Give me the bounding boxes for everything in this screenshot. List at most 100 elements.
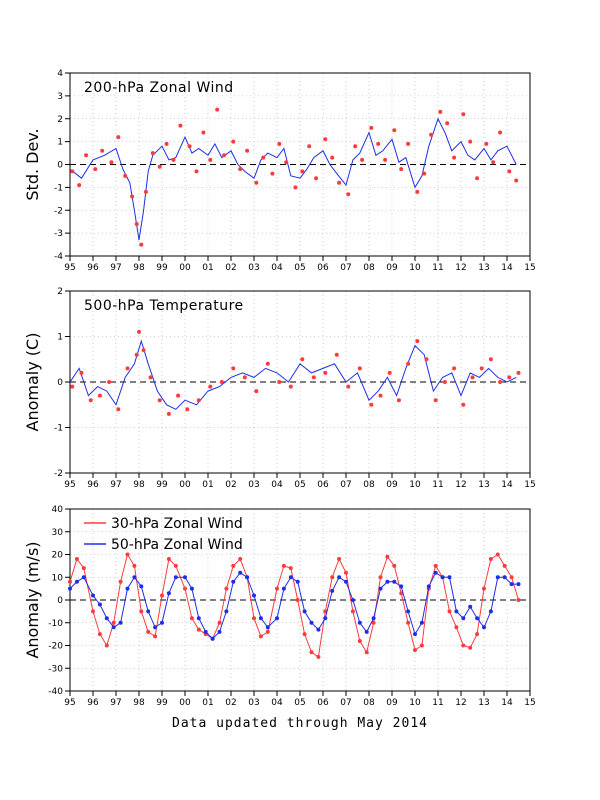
data-point — [148, 375, 153, 380]
x-tick-label: 96 — [87, 480, 99, 490]
data-point — [258, 616, 263, 621]
data-point — [189, 616, 194, 621]
data-point — [123, 173, 128, 178]
series-points-1 — [70, 107, 519, 247]
data-point — [160, 620, 164, 625]
data-point — [111, 625, 116, 630]
y-tick-label: -30 — [48, 664, 63, 674]
data-point — [222, 153, 227, 158]
data-point — [176, 393, 181, 398]
data-point — [157, 164, 162, 169]
x-tick-label: 15 — [524, 698, 535, 708]
x-tick-label: 98 — [133, 698, 145, 708]
data-point — [438, 109, 443, 114]
x-tick-label: 00 — [179, 263, 191, 273]
data-point — [208, 384, 213, 389]
x-tick-label: 12 — [455, 698, 466, 708]
x-tick-label: 08 — [363, 263, 375, 273]
x-tick-label: 10 — [409, 480, 421, 490]
data-point — [454, 625, 459, 630]
data-point — [275, 586, 279, 591]
x-tick-label: 02 — [225, 698, 236, 708]
x-tick-label: 09 — [386, 263, 398, 273]
data-point — [399, 584, 404, 589]
data-point — [104, 616, 109, 621]
data-point — [166, 591, 171, 596]
legend-label: 30-hPa Zonal Wind — [111, 516, 243, 532]
x-tick-label: 12 — [455, 263, 466, 273]
data-point — [70, 169, 75, 174]
y-tick-label: -1 — [54, 424, 63, 434]
data-point — [185, 407, 190, 412]
data-point — [470, 375, 475, 380]
data-point — [468, 139, 473, 144]
y-tick-label: 0 — [57, 596, 63, 606]
data-point — [495, 552, 500, 557]
data-point — [429, 132, 434, 137]
data-point — [143, 189, 148, 194]
data-point — [406, 620, 411, 625]
data-point — [277, 380, 282, 384]
data-point — [153, 625, 158, 630]
x-tick-label: 97 — [110, 263, 121, 273]
y-tick-label: 2 — [57, 115, 63, 125]
data-point — [406, 609, 411, 614]
data-point — [399, 591, 404, 596]
data-point — [316, 654, 321, 659]
data-point — [107, 380, 112, 384]
data-point — [208, 157, 213, 162]
data-point — [245, 148, 250, 153]
data-point — [160, 593, 164, 598]
data-point — [330, 155, 335, 160]
data-point — [288, 566, 293, 571]
y-axis-label: Anomaly (C) — [23, 333, 42, 432]
data-point — [350, 598, 355, 602]
data-point — [357, 639, 362, 643]
data-point — [433, 570, 438, 575]
data-point — [509, 582, 514, 587]
data-point — [488, 357, 493, 362]
data-point — [516, 370, 521, 375]
data-point — [415, 339, 420, 344]
data-point — [215, 107, 220, 112]
data-point — [309, 650, 314, 655]
y-axis-label: Std. Dev. — [23, 128, 42, 200]
data-point — [238, 557, 243, 561]
x-tick-label: 05 — [294, 263, 305, 273]
data-point — [275, 616, 279, 621]
data-point — [452, 366, 457, 371]
data-point — [166, 557, 171, 561]
data-point — [422, 171, 427, 176]
x-tick-label: 13 — [478, 698, 489, 708]
data-point — [491, 160, 496, 165]
y-tick-label: -2 — [54, 469, 63, 479]
data-point — [302, 632, 307, 637]
data-point — [337, 557, 342, 561]
data-point — [364, 650, 369, 655]
data-point — [346, 384, 351, 389]
data-point — [97, 632, 102, 637]
data-point — [164, 141, 169, 146]
series-line — [69, 117, 517, 241]
y-tick-label: 1 — [57, 333, 63, 343]
data-point — [132, 563, 137, 568]
y-axis-label: Anomaly (m/s) — [23, 541, 42, 658]
x-tick-label: 95 — [64, 263, 75, 273]
data-point — [385, 579, 390, 584]
x-tick-label: 13 — [478, 480, 489, 490]
data-point — [442, 380, 447, 384]
data-point — [479, 366, 484, 371]
y-tick-label: 30 — [52, 528, 64, 538]
data-point — [488, 609, 493, 614]
data-point — [307, 144, 312, 149]
data-point — [100, 148, 105, 153]
y-tick-label: -10 — [48, 619, 63, 629]
data-point — [252, 616, 256, 621]
x-tick-label: 03 — [248, 698, 259, 708]
data-point — [166, 411, 171, 416]
x-tick-label: 08 — [363, 480, 375, 490]
data-point — [116, 135, 121, 140]
data-point — [84, 153, 89, 158]
data-point — [171, 157, 176, 162]
data-point — [150, 151, 155, 156]
